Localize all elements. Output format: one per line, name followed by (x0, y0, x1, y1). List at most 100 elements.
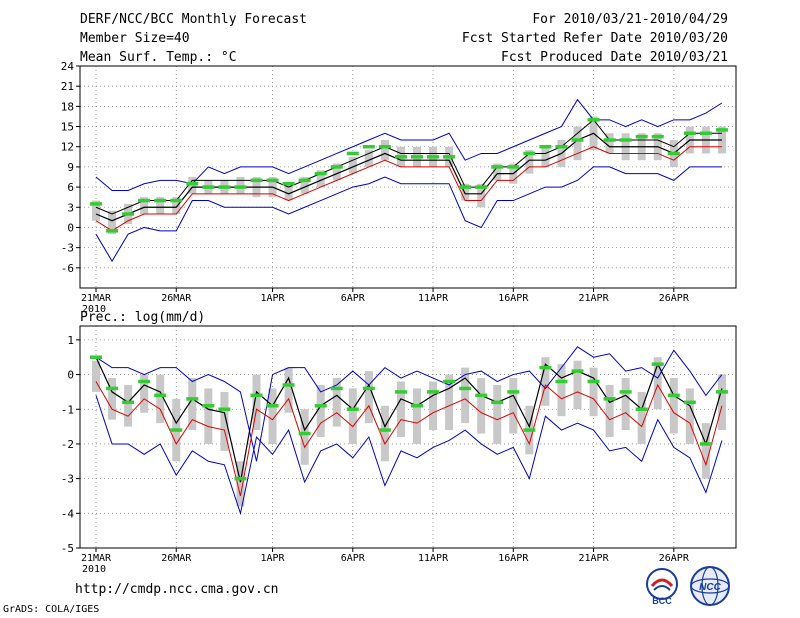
spread-bar (268, 388, 277, 444)
spread-bar (108, 378, 117, 420)
spread-bar (204, 388, 213, 444)
spread-bar (413, 388, 421, 444)
spread-bar (284, 183, 293, 201)
y-tick-label: 18 (61, 100, 74, 113)
x-tick-label: 11APR (418, 553, 449, 564)
grads-credit: GrADS: COLA/IGES (3, 604, 100, 615)
spread-bar (605, 384, 614, 437)
y-tick-label: -2 (61, 438, 74, 451)
y-tick-label: 6 (67, 181, 74, 194)
spread-bar (573, 360, 582, 410)
x-tick-label: 26MAR (161, 293, 192, 304)
spread-bar (525, 150, 534, 174)
panel-temperature: -6 -3 0 3 6 9 12 15 18 21 24 21MAR 26MAR 1APR 6APR 11AP… (61, 60, 737, 315)
x-tick-label: 1APR (261, 293, 286, 304)
spread-bar (477, 183, 486, 208)
forecast-produced-date: Fcst Produced Date 2010/03/21 (501, 50, 728, 65)
y-tick-label: -5 (61, 542, 74, 555)
series-line-mean (95, 132, 722, 222)
y-tick-label: 1 (67, 334, 74, 347)
panel-precipitation: -5 -4 -3 -2 -1 0 1 21MAR 26MAR 1APR 6APR 11APR 16APR… (61, 325, 737, 575)
source-url[interactable]: http://cmdp.ncc.cma.gov.cn (75, 582, 279, 597)
spread-bar (493, 163, 502, 181)
spread-bar (573, 126, 582, 161)
x-tick-label: 26APR (659, 553, 690, 564)
spread-bar (557, 364, 566, 417)
spread-bar (124, 384, 133, 427)
spread-bar (300, 409, 309, 465)
y-tick-label: -6 (61, 262, 74, 275)
spread-bar (140, 197, 149, 214)
y-tick-label: 15 (61, 121, 74, 134)
spread-bar (461, 367, 470, 424)
spread-bar (284, 367, 293, 413)
variable-label: Mean Surf. Temp.: °C (80, 50, 237, 65)
y-tick-label: 24 (61, 60, 75, 73)
spread-bar (316, 384, 325, 437)
y-tick-label: 9 (67, 161, 74, 174)
series-line-red (95, 146, 722, 232)
precip-panel-title: Prec.: log(mm/d) (80, 310, 205, 325)
spread-bar (541, 146, 550, 167)
series-line-min (95, 395, 723, 516)
x-tick-label: 16APR (498, 293, 529, 304)
y-tick-label: -1 (61, 403, 74, 416)
spread-bar (541, 357, 550, 406)
spread-bar (653, 357, 662, 410)
spread-bar (220, 391, 229, 451)
y-tick-label: 21 (61, 80, 74, 93)
spread-bar (685, 388, 694, 444)
spread-bar (140, 374, 149, 413)
spread-bar (156, 374, 165, 424)
year-label: 2010 (82, 564, 106, 575)
spread-bar (92, 360, 100, 392)
series-line-red (95, 381, 723, 497)
y-tick-label: 3 (67, 201, 74, 214)
spread-bar (300, 177, 309, 194)
spread-bar (396, 381, 405, 437)
year-label: 2010 (82, 304, 106, 315)
spread-bar (172, 197, 181, 214)
x-tick-label: 16APR (498, 553, 529, 564)
spread-bar (445, 374, 454, 431)
spread-bar (364, 371, 373, 424)
series-line-upper (95, 119, 722, 215)
spread-bar (348, 156, 357, 174)
forecast-start-date: Fcst Started Refer Date 2010/03/20 (461, 31, 728, 46)
spread-bar (108, 210, 117, 235)
spread-bar (156, 197, 165, 214)
series-line-max (95, 98, 723, 191)
spread-bar (477, 378, 486, 434)
spread-bar (316, 170, 325, 188)
spread-bar (589, 367, 598, 417)
spread-bar (493, 384, 502, 444)
spread-bar (380, 405, 389, 462)
y-tick-label: 0 (67, 221, 74, 234)
spread-bar (332, 378, 341, 427)
spread-bar (92, 200, 100, 221)
forecast-period: For 2010/03/21-2010/04/29 (532, 12, 728, 27)
spread-bar (252, 374, 261, 431)
spread-bar (461, 183, 470, 201)
x-tick-label: 6APR (341, 293, 366, 304)
x-tick-label: 1APR (261, 553, 286, 564)
x-tick-label: 21APR (578, 553, 609, 564)
x-tick-label: 21MAR (81, 293, 112, 304)
y-tick-label: 0 (67, 369, 74, 382)
spread-bar (364, 150, 373, 167)
bcc-logo: BCC (646, 568, 678, 606)
x-tick-label: 26MAR (161, 553, 192, 564)
x-tick-label: 21MAR (81, 553, 112, 564)
plot-frame (79, 325, 737, 549)
y-tick-label: -4 (61, 507, 75, 520)
spread-bar (637, 391, 646, 444)
x-tick-label: 26APR (659, 293, 690, 304)
spread-bar (621, 378, 630, 431)
svg-text:BCC: BCC (652, 596, 672, 606)
series-line-mean (95, 356, 723, 483)
member-size: Member Size=40 (80, 31, 190, 46)
spread-bar (717, 374, 726, 431)
ncc-logo: NCC (690, 566, 730, 606)
spread-bar (236, 461, 245, 507)
